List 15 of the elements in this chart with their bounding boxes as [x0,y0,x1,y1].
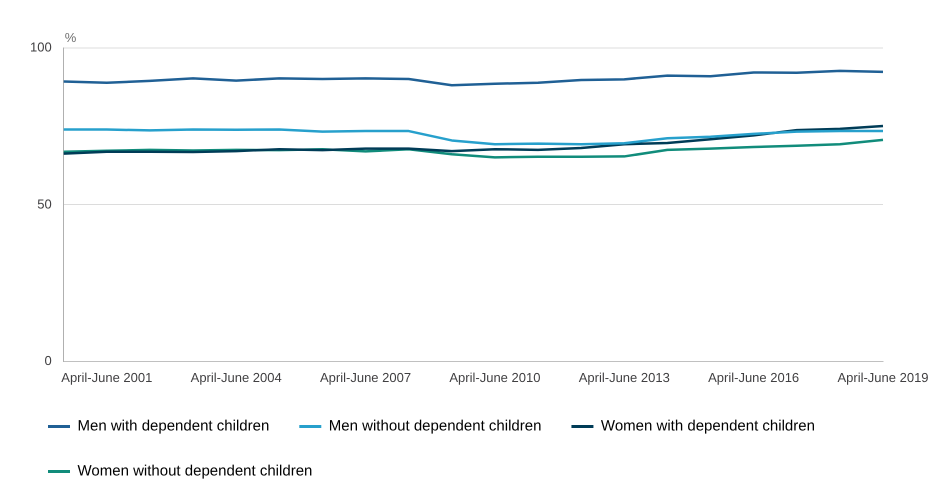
x-tick-label: April-June 2007 [320,370,412,385]
legend-label: Men without dependent children [328,418,542,435]
x-tick-label: April-June 2013 [578,370,670,385]
x-tick-label: April-June 2001 [61,370,152,385]
x-tick-label: April-June 2016 [708,370,800,385]
x-tick-label: April-June 2010 [449,370,540,385]
text: % [64,30,77,46]
y-tick-label: 100 [30,40,52,55]
y-tick-label: 0 [44,352,52,368]
x-tick-label: April-June 2019 [837,370,929,385]
x-tick-label: April-June 2004 [190,370,282,385]
y-tick-label: 50 [37,196,52,212]
legend-label: Women with dependent children [600,418,815,435]
legend-label: Women without dependent children [78,462,312,480]
legend-label: Men with dependent children [78,418,270,435]
